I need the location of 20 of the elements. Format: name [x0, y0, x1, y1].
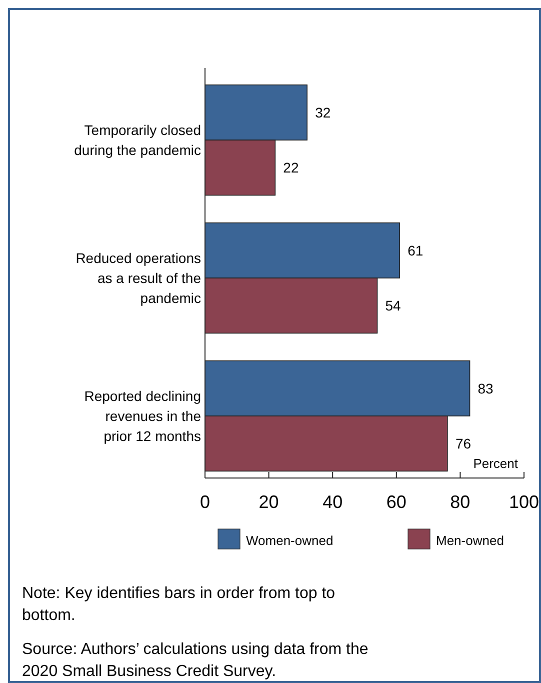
x-tick-label: 80	[450, 492, 470, 512]
data-label: 32	[315, 104, 331, 120]
y-tick-label: Reduced operations as a result of the pandemic	[76, 250, 202, 306]
x-tick-label: 0	[200, 492, 210, 512]
x-tick-label: 100	[508, 492, 540, 512]
data-label: 83	[478, 380, 494, 396]
source-note: Source: Authors’ calculations using data from the 2020 Small Business Credit Survey.	[22, 641, 368, 680]
data-label: 54	[385, 298, 402, 314]
y-tick-label: Reported declining revenues in the prior 12 months	[84, 388, 202, 444]
x-tick-label: 60	[386, 492, 406, 512]
x-axis-title: Percent	[473, 456, 518, 471]
legend-label: Women-owned	[246, 533, 334, 548]
y-tick-label: Temporarily closed during the pandemic	[74, 122, 201, 158]
text: Note: Key identifies bars in order from top to bottom.	[22, 585, 336, 624]
data-label: 61	[408, 242, 424, 258]
data-label: 22	[283, 160, 299, 176]
legend-label: Men-owned	[436, 533, 504, 548]
x-tick-label: 40	[322, 492, 343, 512]
x-tick-label: 20	[258, 492, 279, 512]
data-label: 76	[455, 436, 472, 452]
